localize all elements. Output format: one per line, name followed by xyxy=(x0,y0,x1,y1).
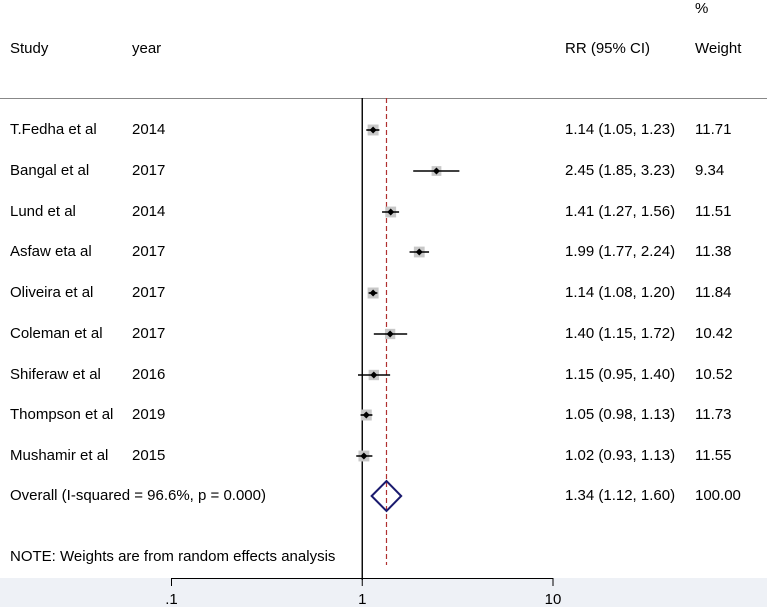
study-weight: 11.84 xyxy=(695,284,732,301)
study-ci-text: 1.41 (1.27, 1.56) xyxy=(565,203,676,220)
study-year: 2014 xyxy=(132,203,166,220)
study-year: 2015 xyxy=(132,447,166,464)
study-point-estimate xyxy=(370,371,378,379)
study-name: Thompson et al xyxy=(10,406,114,423)
study-weight: 11.38 xyxy=(695,243,732,260)
overall-ci-text: 1.34 (1.12, 1.60) xyxy=(565,487,676,504)
study-year: 2017 xyxy=(132,284,166,301)
overall-weight: 100.00 xyxy=(695,487,741,504)
study-ci-text: 1.15 (0.95, 1.40) xyxy=(565,366,676,383)
study-weight: 11.55 xyxy=(695,447,732,464)
study-year: 2016 xyxy=(132,366,166,383)
study-point-estimate xyxy=(362,411,370,419)
study-point-estimate xyxy=(369,289,377,297)
weights-note: NOTE: Weights are from random effects an… xyxy=(10,548,336,565)
study-ci-text: 2.45 (1.85, 3.23) xyxy=(565,162,676,179)
year-column-header: year xyxy=(132,40,162,57)
study-weight: 10.52 xyxy=(695,366,733,383)
study-point-estimate xyxy=(415,248,423,256)
weight-percent-header: % xyxy=(695,0,709,17)
study-point-estimate xyxy=(360,452,368,460)
study-name: Coleman et al xyxy=(10,325,103,342)
study-ci-text: 1.99 (1.77, 2.24) xyxy=(565,243,676,260)
study-name: Mushamir et al xyxy=(10,447,109,464)
study-year: 2017 xyxy=(132,325,166,342)
study-point-estimate xyxy=(369,126,377,134)
rr-column-header: RR (95% CI) xyxy=(565,40,651,57)
study-name: Oliveira et al xyxy=(10,284,94,301)
study-weight: 10.42 xyxy=(695,325,733,342)
study-year: 2017 xyxy=(132,162,166,179)
study-ci-text: 1.05 (0.98, 1.13) xyxy=(565,406,676,423)
study-weight: 9.34 xyxy=(695,162,725,179)
x-tick-label: 10 xyxy=(544,591,562,608)
overall-diamond xyxy=(370,479,403,513)
study-year: 2017 xyxy=(132,243,166,260)
study-weight: 11.51 xyxy=(695,203,732,220)
study-point-estimate xyxy=(387,208,395,216)
study-weight: 11.71 xyxy=(695,121,732,138)
study-name: Shiferaw et al xyxy=(10,366,101,383)
study-year: 2019 xyxy=(132,406,166,423)
study-column-header: Study xyxy=(10,40,49,57)
overall-label: Overall (I-squared = 96.6%, p = 0.000) xyxy=(10,487,266,504)
study-name: Lund et al xyxy=(10,203,76,220)
study-year: 2014 xyxy=(132,121,166,138)
study-name: Bangal et al xyxy=(10,162,90,179)
study-ci-text: 1.14 (1.08, 1.20) xyxy=(565,284,676,301)
x-tick-label: .1 xyxy=(165,591,178,608)
weight-column-header: Weight xyxy=(695,40,742,57)
study-ci-text: 1.02 (0.93, 1.13) xyxy=(565,447,676,464)
study-ci-text: 1.40 (1.15, 1.72) xyxy=(565,325,676,342)
study-weight: 11.73 xyxy=(695,406,732,423)
study-name: Asfaw eta al xyxy=(10,243,92,260)
study-point-estimate xyxy=(386,330,394,338)
study-ci-text: 1.14 (1.05, 1.23) xyxy=(565,121,676,138)
x-tick-label: 1 xyxy=(358,591,367,608)
study-point-estimate xyxy=(432,167,440,175)
axis-band xyxy=(0,578,767,607)
study-name: T.Fedha et al xyxy=(10,121,97,138)
